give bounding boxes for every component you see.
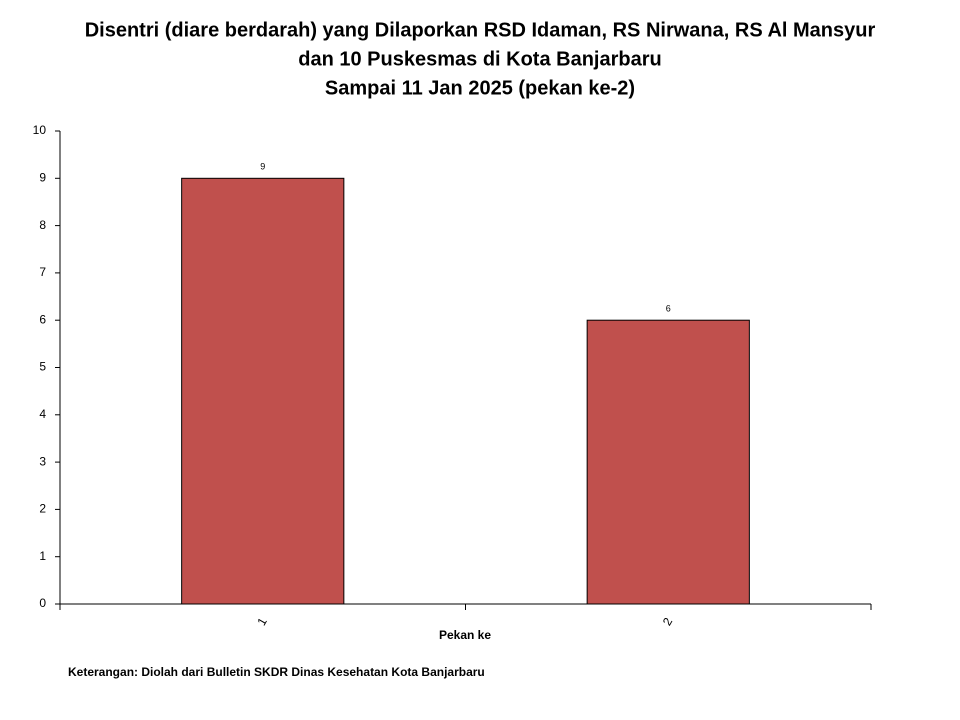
x-tick-label: 1 <box>254 615 270 628</box>
y-tick-label: 8 <box>39 218 46 232</box>
data-label: 9 <box>260 162 265 172</box>
y-tick-label: 0 <box>39 596 46 610</box>
y-tick-label: 4 <box>39 407 46 421</box>
y-tick-label: 6 <box>39 312 46 326</box>
note: Keterangan: Diolah dari Bulletin SKDR Di… <box>68 665 485 679</box>
y-tick-label: 2 <box>39 502 46 516</box>
chart-title: Disentri (diare berdarah) yang Dilaporka… <box>85 19 876 41</box>
y-tick-label: 1 <box>39 549 46 563</box>
bar <box>181 177 345 605</box>
y-tick-label: 5 <box>39 360 46 374</box>
chart-title: Sampai 11 Jan 2025 (pekan ke-2) <box>325 77 635 99</box>
y-tick-label: 9 <box>39 170 46 184</box>
y-tick-label: 3 <box>39 454 46 468</box>
y-tick-label: 10 <box>33 123 47 137</box>
y-tick-label: 7 <box>39 265 46 279</box>
chart-title: dan 10 Puskesmas di Kota Banjarbaru <box>298 48 661 70</box>
bar <box>586 319 750 605</box>
x-axis-label: Pekan ke <box>439 628 491 642</box>
data-label: 6 <box>666 304 671 314</box>
x-tick-label: 2 <box>660 615 676 628</box>
